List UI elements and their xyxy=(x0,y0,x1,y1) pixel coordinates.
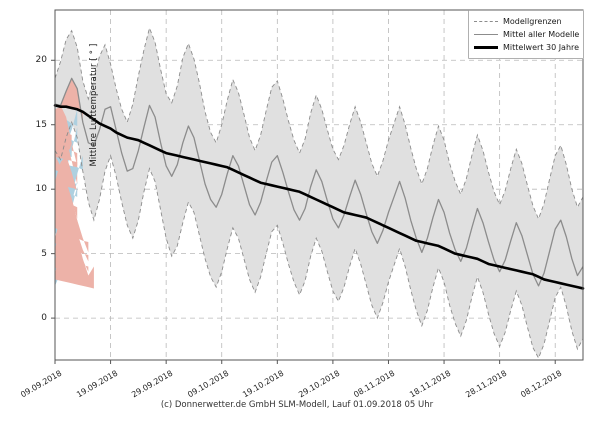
legend-item-mittelwert-30-jahre: Mittelwert 30 Jahre xyxy=(474,41,580,54)
y-axis-ticks: 0 5 10 15 20 xyxy=(0,0,47,420)
legend-item-modellgrenzen: Modellgrenzen xyxy=(474,15,578,28)
legend-key-thick-line-icon xyxy=(474,42,498,53)
y-tick-label: 15 xyxy=(35,119,47,130)
y-tick-label: 20 xyxy=(35,55,47,66)
legend-label-modellgrenzen: Modellgrenzen xyxy=(503,17,562,26)
legend-item-mittel-aller-modelle: Mittel aller Modelle xyxy=(474,28,580,41)
y-axis-label: Mittlere Lufttemperatur [ ° ] xyxy=(89,43,99,167)
y-tick-label: 5 xyxy=(41,248,47,259)
y-tick-label: 10 xyxy=(35,184,47,195)
legend-label-mittel-aller-modelle: Mittel aller Modelle xyxy=(503,30,580,39)
legend-label-mittelwert-30-jahre: Mittelwert 30 Jahre xyxy=(503,43,580,52)
legend-key-thin-line-icon xyxy=(474,29,498,40)
footer-credit-text: (c) Donnerwetter.de GmbH SLM-Modell, Lau… xyxy=(160,400,434,410)
legend-key-dashed-icon xyxy=(474,16,498,27)
chart-legend: Modellgrenzen Mittel aller Modelle Mitte… xyxy=(468,10,584,59)
y-axis-label-wrap: Mittlere Lufttemperatur [ ° ] xyxy=(14,43,99,260)
plot-area xyxy=(51,9,585,364)
temperature-forecast-chart: 0 5 10 15 20 09.09.2018 19.09.2018 29.09.2018 0… xyxy=(0,0,600,420)
y-tick-label: 0 xyxy=(41,313,47,324)
footer-credit: (c) Donnerwetter.de GmbH SLM-Modell, Lau… xyxy=(0,400,600,410)
